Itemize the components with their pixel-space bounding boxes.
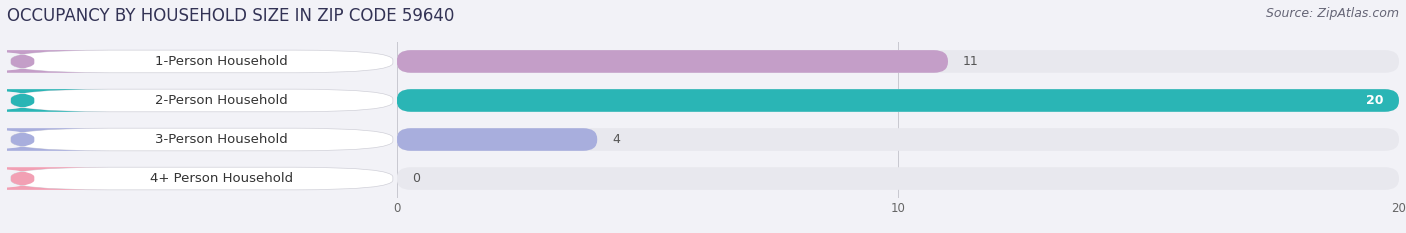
Text: Source: ZipAtlas.com: Source: ZipAtlas.com — [1265, 7, 1399, 20]
Text: 20: 20 — [1367, 94, 1384, 107]
Text: 2-Person Household: 2-Person Household — [155, 94, 288, 107]
Text: 4+ Person Household: 4+ Person Household — [150, 172, 292, 185]
FancyBboxPatch shape — [396, 50, 1399, 73]
FancyBboxPatch shape — [11, 167, 392, 190]
FancyBboxPatch shape — [396, 89, 1399, 112]
FancyBboxPatch shape — [11, 89, 392, 112]
Text: OCCUPANCY BY HOUSEHOLD SIZE IN ZIP CODE 59640: OCCUPANCY BY HOUSEHOLD SIZE IN ZIP CODE … — [7, 7, 454, 25]
FancyBboxPatch shape — [11, 128, 392, 151]
FancyBboxPatch shape — [396, 167, 1399, 190]
Text: 4: 4 — [612, 133, 620, 146]
FancyBboxPatch shape — [0, 89, 108, 112]
Text: 3-Person Household: 3-Person Household — [155, 133, 288, 146]
FancyBboxPatch shape — [0, 128, 108, 151]
FancyBboxPatch shape — [396, 128, 1399, 151]
FancyBboxPatch shape — [0, 167, 108, 190]
FancyBboxPatch shape — [396, 50, 948, 73]
FancyBboxPatch shape — [396, 128, 598, 151]
FancyBboxPatch shape — [11, 50, 392, 73]
Text: 0: 0 — [412, 172, 420, 185]
Text: 11: 11 — [963, 55, 979, 68]
FancyBboxPatch shape — [396, 89, 1399, 112]
Text: 1-Person Household: 1-Person Household — [155, 55, 288, 68]
FancyBboxPatch shape — [0, 50, 108, 73]
